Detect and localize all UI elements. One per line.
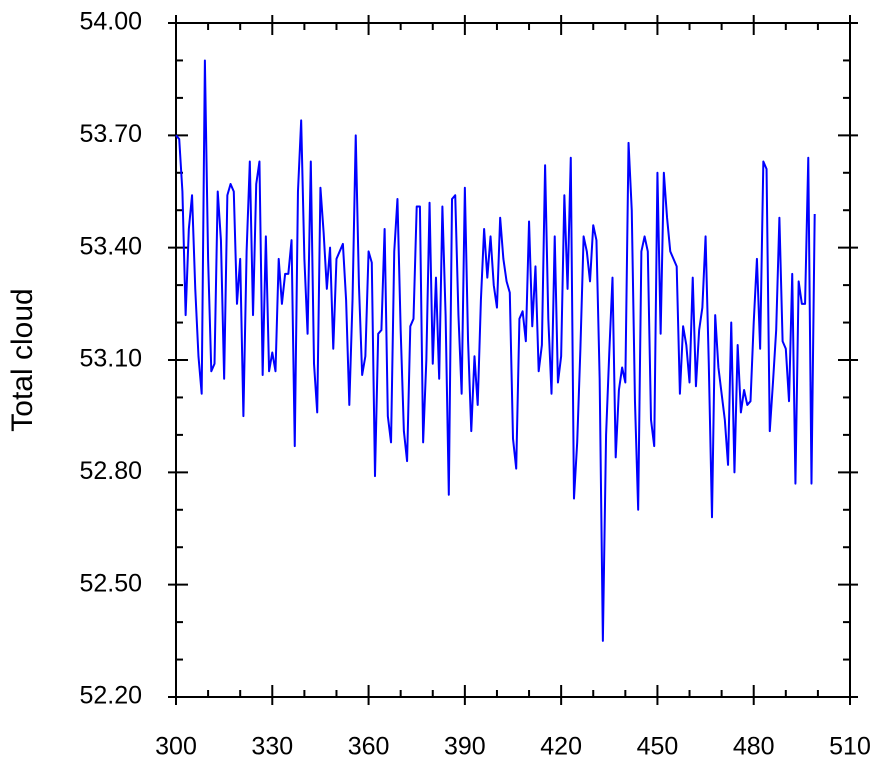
x-tick-label: 360 <box>348 733 390 761</box>
y-tick-label: 54.00 <box>79 8 142 36</box>
plot-frame <box>175 22 851 698</box>
x-tick-label: 300 <box>155 733 197 761</box>
x-tick-label: 390 <box>444 733 486 761</box>
y-tick-label: 53.70 <box>79 120 142 148</box>
x-tick-label: 450 <box>637 733 679 761</box>
y-tick-label: 52.50 <box>79 569 142 597</box>
y-axis-label: Total cloud <box>6 288 39 431</box>
x-tick-label: 420 <box>540 733 582 761</box>
y-tick-label: 52.20 <box>79 682 142 710</box>
y-tick-label: 53.10 <box>79 345 142 373</box>
data-line <box>175 59 816 642</box>
y-tick-label: 53.40 <box>79 232 142 260</box>
y-tick-label: 52.80 <box>79 457 142 485</box>
x-tick-label: 510 <box>829 733 871 761</box>
x-tick-label: 480 <box>733 733 775 761</box>
x-tick-label: 330 <box>251 733 293 761</box>
